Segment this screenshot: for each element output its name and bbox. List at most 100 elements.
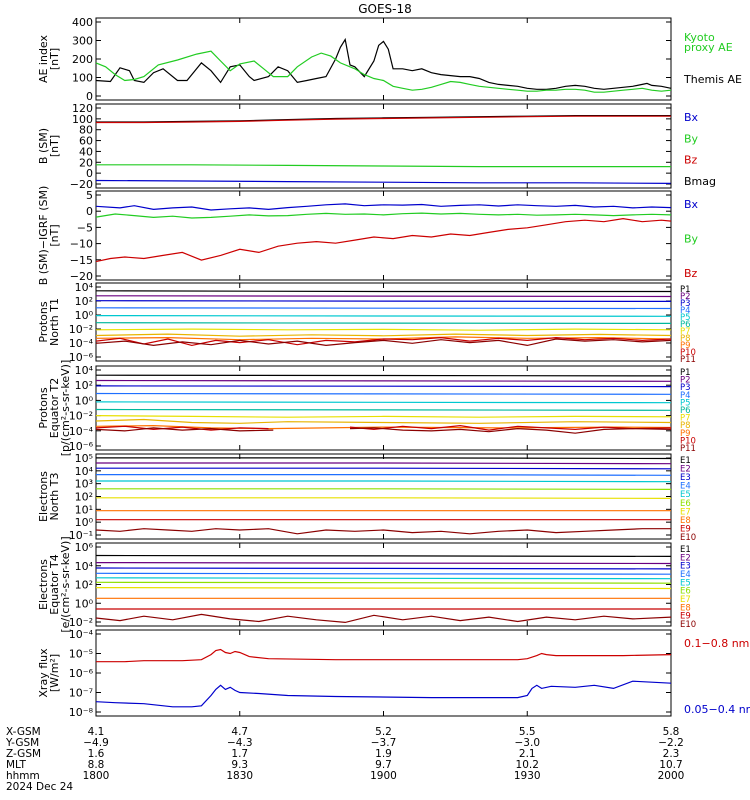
legend-label: P10 — [680, 436, 696, 446]
y-tick-label: 10⁻⁵ — [69, 648, 93, 661]
time-axis-value: 1.9 — [375, 748, 392, 760]
legend-label: P8 — [680, 334, 691, 344]
series-line-et4 — [95, 567, 672, 570]
time-axis-row-label: MLT — [6, 759, 26, 771]
time-axis-value: 1900 — [370, 770, 397, 782]
time-axis-value: 5.8 — [663, 726, 680, 738]
y-tick-label: 10⁴ — [75, 281, 94, 294]
legend-label: P7 — [680, 414, 691, 424]
y-tick-label: 10⁻⁶ — [69, 667, 94, 680]
y-tick-label: 10⁵ — [75, 452, 93, 465]
time-axis-value: 2000 — [658, 770, 685, 782]
legend-label: P3 — [680, 383, 691, 393]
y-tick-label: 100 — [72, 72, 93, 85]
y-axis-label: Equator T4 — [48, 554, 61, 614]
legend-label: E4 — [680, 570, 691, 580]
legend-label: E8 — [680, 603, 691, 613]
y-tick-label: 0 — [86, 205, 93, 218]
series-line-et4 — [95, 581, 672, 584]
legend-label: E1 — [680, 545, 691, 555]
y-tick-label: −5 — [77, 221, 93, 234]
series-line-pt1 — [95, 322, 672, 324]
legend-label: 0.1−0.8 nm — [684, 637, 749, 650]
y-axis-label: [nT] — [48, 135, 61, 157]
series-line-pt1 — [95, 295, 672, 298]
legend-label: E7 — [680, 595, 691, 605]
y-tick-label: 20 — [79, 156, 93, 169]
time-axis-row-label: Z-GSM — [6, 748, 41, 760]
legend-label: P4 — [680, 306, 691, 316]
legend-label: P8 — [680, 421, 691, 431]
legend-label: E1 — [680, 456, 691, 466]
legend-label: E2 — [680, 553, 691, 563]
legend-label: P4 — [680, 391, 691, 401]
legend-label: P3 — [680, 299, 691, 309]
y-tick-label: 10⁴ — [75, 560, 94, 573]
time-axis-value: 10.2 — [516, 759, 539, 771]
series-line-bigrf — [95, 217, 672, 263]
legend-label: Bz — [684, 267, 698, 280]
legend-label: E10 — [680, 620, 696, 630]
series-line-pt1 — [95, 333, 672, 337]
y-axis-label: [p/(cm²-s-sr-keV)] — [59, 360, 72, 457]
series-line-et4 — [95, 562, 672, 565]
y-axis-label: North T3 — [48, 473, 61, 521]
series-line-et4 — [95, 572, 672, 575]
time-axis-value: 5.2 — [375, 726, 392, 738]
legend-label: E8 — [680, 516, 691, 526]
y-tick-label: 200 — [72, 53, 93, 66]
y-tick-label: 10⁻⁴ — [69, 425, 94, 438]
y-tick-label: 10³ — [75, 478, 93, 491]
legend-label: E9 — [680, 612, 691, 622]
series-line-bigrf — [95, 203, 672, 211]
legend-label: E2 — [680, 465, 691, 475]
legend-label: E3 — [680, 473, 691, 483]
y-tick-label: 100 — [72, 113, 93, 126]
y-axis-label: [e/(cm²-s-sr-keV)] — [59, 536, 72, 632]
series-line-pt2 — [95, 424, 672, 431]
y-tick-label: −20 — [70, 178, 93, 191]
time-axis-value: 1930 — [514, 770, 541, 782]
y-tick-label: 10⁴ — [75, 465, 94, 478]
y-tick-label: 10⁶ — [75, 541, 94, 554]
series-line-et4 — [95, 613, 672, 624]
y-tick-label: 400 — [72, 16, 93, 29]
series-line-pt2 — [95, 374, 672, 377]
date-label: 2024 Dec 24 — [6, 781, 73, 793]
series-line-pt2 — [95, 392, 672, 395]
legend-label: E3 — [680, 562, 691, 572]
legend-label: P5 — [680, 313, 691, 323]
time-axis-row-label: X-GSM — [6, 726, 41, 738]
series-line-et3 — [96, 474, 672, 476]
series-line-et3 — [96, 467, 672, 470]
time-axis-value: 4.1 — [88, 726, 105, 738]
time-axis-value: 2.3 — [663, 748, 680, 760]
y-tick-label: 10⁰ — [75, 309, 94, 322]
series-line-xray — [96, 648, 672, 663]
legend-label: P9 — [680, 341, 691, 351]
y-tick-label: 10⁻⁴ — [69, 628, 94, 641]
legend-label: P7 — [680, 327, 691, 337]
legend-label: Bmag — [684, 175, 716, 188]
time-axis-value: −4.9 — [83, 737, 109, 749]
series-line-et4 — [95, 577, 672, 580]
legend-label: E6 — [680, 587, 691, 597]
series-line-pt2 — [95, 401, 672, 404]
y-axis-label: Xray flux — [37, 648, 50, 698]
legend-label: E5 — [680, 578, 691, 588]
y-axis-label: Electrons — [37, 471, 50, 522]
y-axis-label: North T1 — [48, 298, 61, 346]
series-line-et3 — [96, 462, 672, 465]
series-line-pt2 — [95, 379, 672, 382]
legend-label: P6 — [680, 406, 691, 416]
series-line-et4 — [95, 554, 672, 557]
y-tick-label: 10⁻⁶ — [69, 351, 94, 364]
series-line-et3 — [96, 497, 672, 499]
y-tick-label: 0 — [86, 167, 93, 180]
legend-label: Kyoto — [684, 31, 715, 44]
series-line-pt1 — [95, 328, 672, 331]
